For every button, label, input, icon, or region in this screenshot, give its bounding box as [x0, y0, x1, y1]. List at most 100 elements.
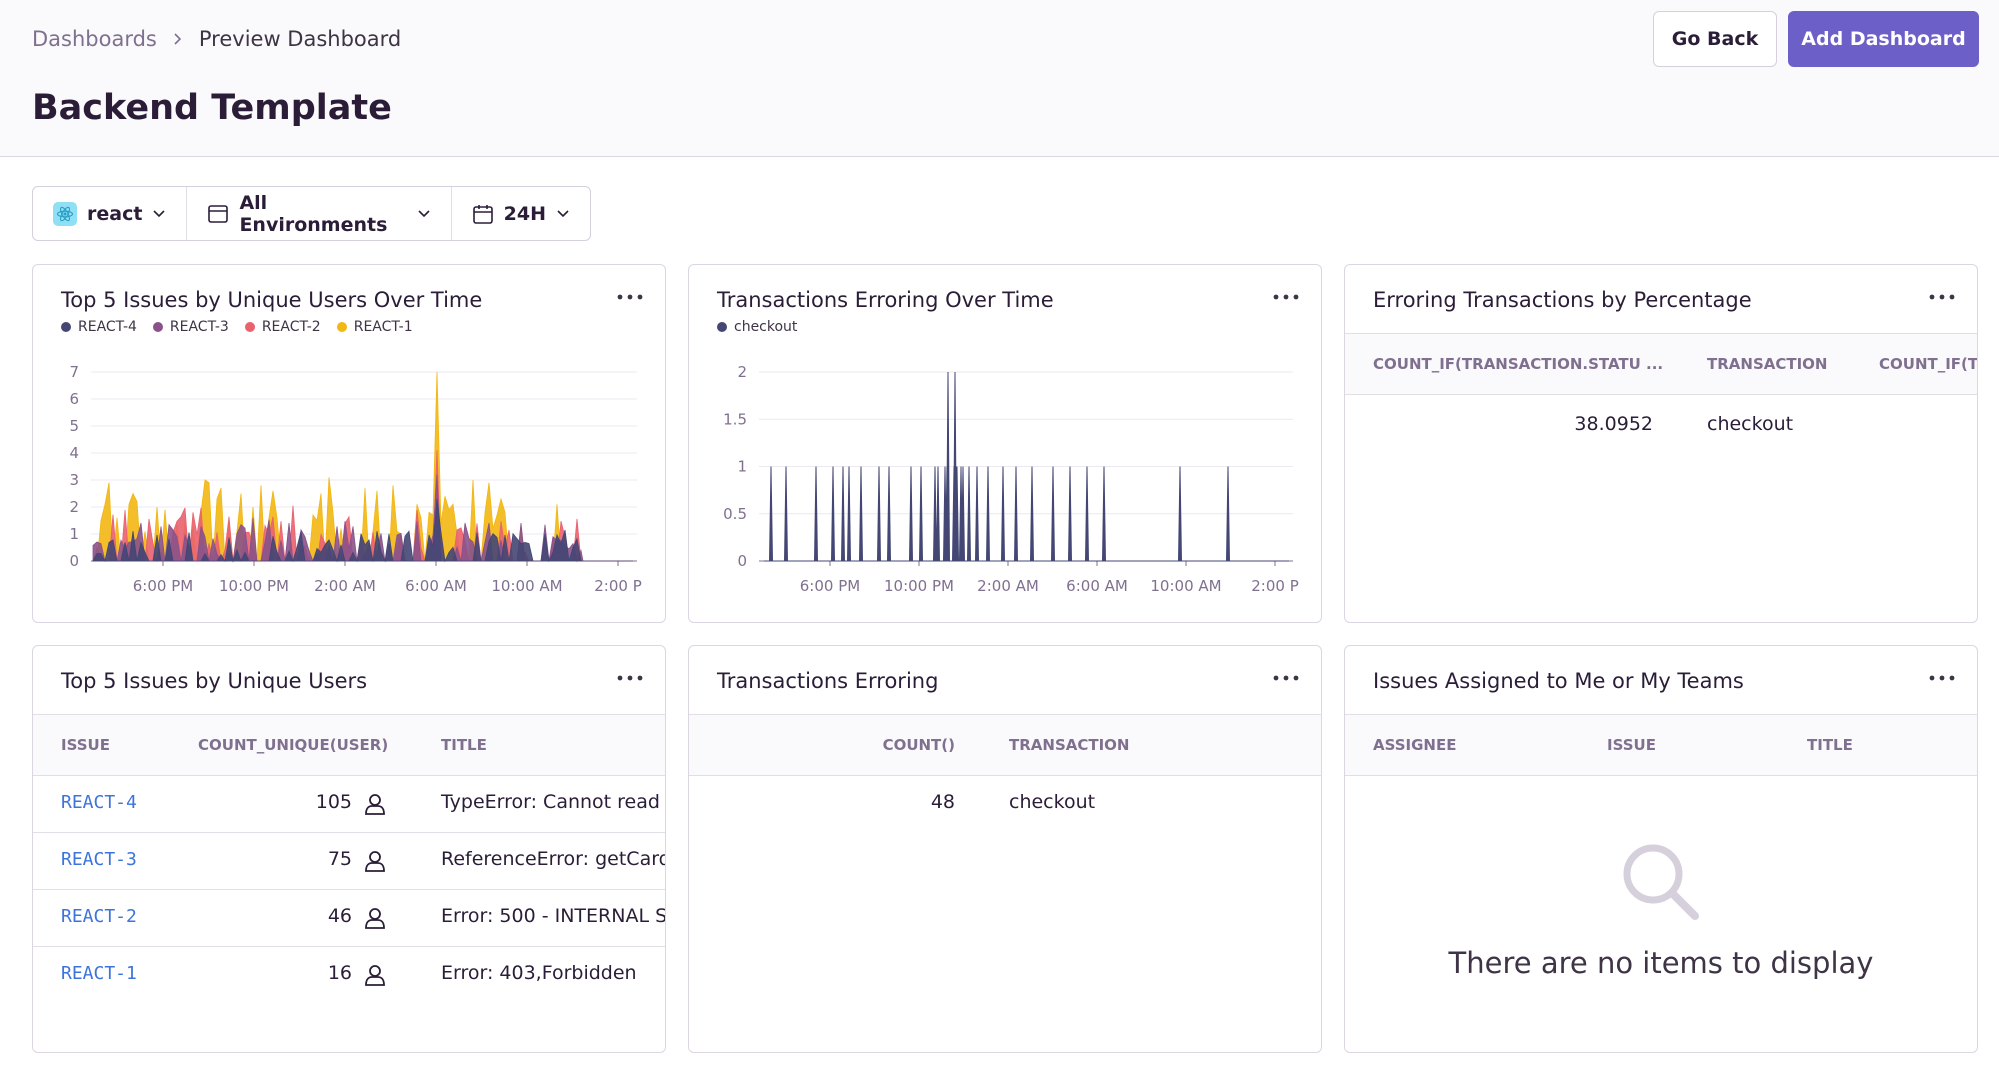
environment-filter[interactable]: All Environments — [186, 187, 450, 240]
legend-marker — [152, 322, 163, 332]
table-header: ASSIGNEE ISSUE TITLE — [1345, 714, 1977, 776]
x-tick-label: 2:00 P — [594, 577, 642, 595]
user-count: 46 — [327, 905, 352, 927]
user-icon — [365, 908, 385, 929]
y-tick-label: 3 — [69, 471, 79, 489]
issue-title: Error: 500 - INTERNAL SE — [441, 905, 666, 927]
issue-title: ReferenceError: getCardI — [441, 848, 666, 870]
x-tick-label: 6:00 PM — [800, 577, 860, 595]
widget-menu-icon[interactable] — [1271, 668, 1301, 688]
series-area — [764, 371, 1289, 562]
legend-label: REACT-1 — [353, 319, 413, 335]
issue-link[interactable]: REACT-2 — [61, 906, 137, 927]
widget-title: Top 5 Issues by Unique Users — [61, 669, 368, 693]
x-tick-label: 6:00 AM — [405, 577, 467, 595]
issue-title: TypeError: Cannot read p — [441, 791, 666, 813]
empty-state-wrapper: There are no items to display — [1345, 946, 1977, 980]
legend-item[interactable]: REACT-2 — [244, 319, 321, 335]
go-back-button[interactable]: Go Back — [1653, 11, 1777, 67]
user-count: 105 — [315, 791, 352, 813]
calendar-icon — [472, 203, 494, 225]
y-tick-label: 0 — [69, 552, 79, 570]
x-tick-label: 6:00 PM — [133, 577, 193, 595]
legend-label: REACT-2 — [261, 319, 321, 335]
legend-item[interactable]: REACT-3 — [152, 319, 229, 335]
search-icon — [1623, 844, 1699, 920]
chart-legend: REACT-4 REACT-3 REACT-2 REACT-1 — [61, 319, 429, 335]
react-icon — [53, 201, 77, 226]
widget-menu-icon[interactable] — [615, 668, 645, 688]
issue-link[interactable]: REACT-4 — [61, 792, 137, 813]
y-tick-label: 1.5 — [723, 410, 747, 428]
y-tick-label: 7 — [69, 363, 79, 381]
issue-link[interactable]: REACT-3 — [61, 849, 137, 870]
widget-menu-icon[interactable] — [1927, 668, 1957, 688]
page-header: Dashboards Preview Dashboard Backend Tem… — [0, 0, 1999, 157]
legend-item[interactable]: REACT-1 — [336, 319, 413, 335]
y-tick-label: 4 — [69, 444, 79, 462]
x-tick-label: 2:00 AM — [314, 577, 376, 595]
chevron-down-icon — [556, 209, 570, 219]
y-tick-label: 2 — [69, 498, 79, 516]
table-row: REACT-2 46 Error: 500 - INTERNAL SE — [33, 890, 665, 947]
issue-link[interactable]: REACT-1 — [61, 963, 137, 984]
widget-assigned-issues: Issues Assigned to Me or My Teams ASSIGN… — [1344, 645, 1978, 1053]
user-count: 75 — [327, 848, 352, 870]
x-tick-label: 2:00 AM — [977, 577, 1039, 595]
widget-transactions-erroring: Transactions Erroring COUNT() TRANSACTIO… — [688, 645, 1322, 1053]
widget-transactions-over-time: 0 0.5 1 1.5 2 6:00 PM 10:00 PM 2:00 AM 6:00 AM 10… — [688, 264, 1322, 623]
column-header[interactable]: COUNT_IF(T — [1879, 355, 1978, 373]
widget-menu-icon[interactable] — [1271, 287, 1301, 307]
legend-marker — [717, 322, 727, 332]
chevron-right-icon — [174, 33, 182, 45]
y-tick-label: 5 — [69, 417, 79, 435]
table-row: REACT-3 75 ReferenceError: getCardI — [33, 833, 665, 890]
empty-state-message: There are no items to display — [1448, 946, 1874, 980]
column-header[interactable]: TRANSACTION — [1009, 736, 1130, 754]
page-title: Backend Template — [32, 88, 392, 128]
column-header[interactable]: COUNT() — [882, 736, 955, 754]
widget-title: Top 5 Issues by Unique Users Over Time — [61, 288, 483, 312]
table-cell-transaction[interactable]: checkout — [1009, 791, 1096, 813]
column-header[interactable]: COUNT_IF(TRANSACTION.STATU ... — [1373, 355, 1664, 373]
add-dashboard-button[interactable]: Add Dashboard — [1788, 11, 1979, 67]
table-header: COUNT() TRANSACTION — [689, 714, 1321, 776]
widget-menu-icon[interactable] — [615, 287, 645, 307]
table-cell-count: 48 — [930, 791, 955, 813]
column-header[interactable]: COUNT_UNIQUE(USER) — [198, 736, 389, 754]
issue-title: Error: 403,Forbidden — [441, 962, 637, 984]
legend-item[interactable]: checkout — [717, 319, 797, 335]
y-tick-label: 1 — [69, 525, 79, 543]
breadcrumb-dashboards-link[interactable]: Dashboards — [32, 27, 157, 51]
date-range-filter-label: 24H — [503, 202, 546, 225]
widget-top-issues: Top 5 Issues by Unique Users ISSUE COUNT… — [32, 645, 666, 1053]
x-tick-label: 6:00 AM — [1066, 577, 1128, 595]
column-header[interactable]: ISSUE — [1607, 736, 1656, 754]
date-range-filter[interactable]: 24H — [450, 187, 590, 240]
column-header[interactable]: ISSUE — [61, 736, 110, 754]
widget-menu-icon[interactable] — [1927, 287, 1957, 307]
user-count: 16 — [327, 962, 352, 984]
column-header[interactable]: TITLE — [441, 736, 487, 754]
issues-over-time-chart: 0 1 2 3 4 5 6 7 6:00 PM 10:00 PM 2:00 AM 6:00 AM 10:… — [69, 363, 642, 595]
transactions-over-time-chart: 0 0.5 1 1.5 2 6:00 PM 10:00 PM 2:00 AM 6:00 AM 10… — [723, 363, 1299, 595]
breadcrumb: Dashboards Preview Dashboard — [32, 24, 401, 54]
y-tick-label: 0 — [737, 552, 747, 570]
table-cell-transaction[interactable]: checkout — [1707, 413, 1794, 435]
table-row: REACT-1 16 Error: 403,Forbidden — [33, 947, 665, 1004]
y-tick-label: 0.5 — [723, 505, 747, 523]
table-row: REACT-4 105 TypeError: Cannot read p — [33, 776, 665, 833]
column-header[interactable]: ASSIGNEE — [1373, 736, 1457, 754]
column-header[interactable]: TRANSACTION — [1707, 355, 1828, 373]
x-tick-label: 2:00 P — [1251, 577, 1299, 595]
widget-title: Erroring Transactions by Percentage — [1373, 288, 1752, 312]
legend-marker — [336, 322, 347, 332]
table-header: ISSUE COUNT_UNIQUE(USER) TITLE — [33, 714, 665, 776]
project-filter[interactable]: react — [33, 187, 186, 240]
legend-item[interactable]: REACT-4 — [61, 319, 137, 335]
column-header[interactable]: TITLE — [1807, 736, 1853, 754]
window-icon — [207, 203, 229, 225]
chevron-down-icon — [152, 209, 166, 219]
legend-marker — [61, 322, 71, 332]
user-icon — [365, 851, 385, 872]
